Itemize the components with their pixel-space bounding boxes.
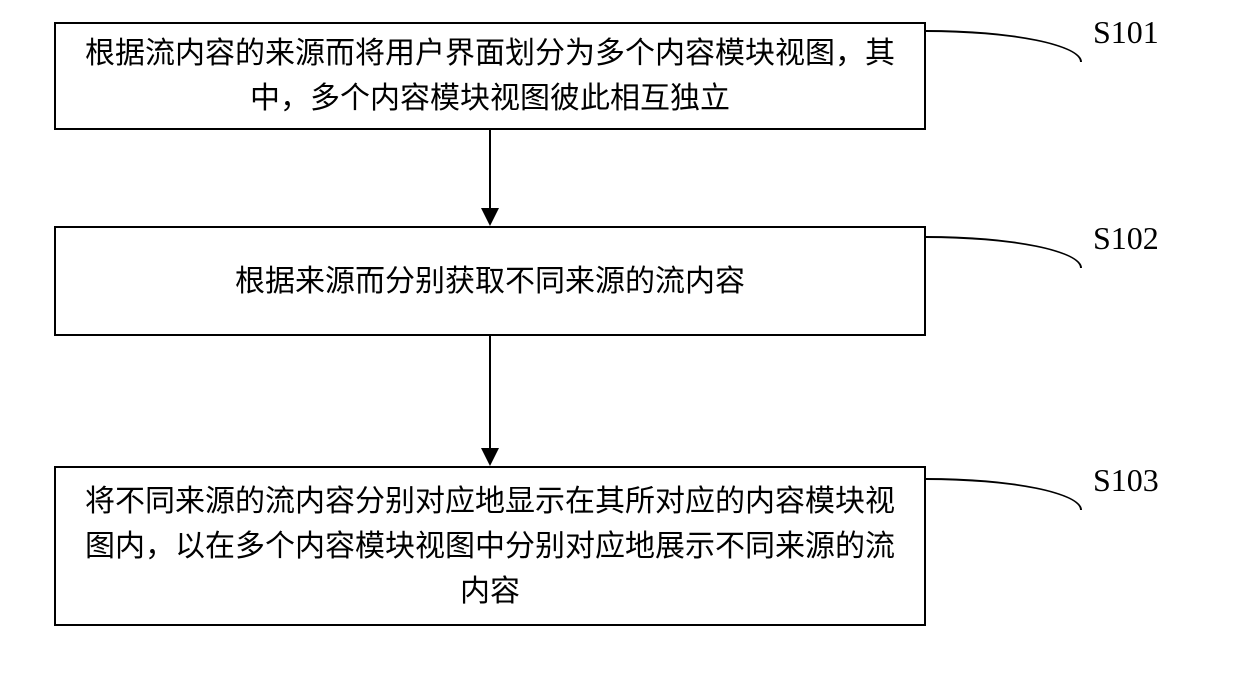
- arrow-head-1: [481, 208, 499, 226]
- arrow-line-1: [489, 130, 491, 208]
- flow-step-s103: 将不同来源的流内容分别对应地显示在其所对应的内容模块视图内，以在多个内容模块视图…: [54, 466, 926, 626]
- connector-curve-s102: [926, 236, 1082, 268]
- flow-step-text: 根据来源而分别获取不同来源的流内容: [235, 259, 745, 304]
- flow-step-s101: 根据流内容的来源而将用户界面划分为多个内容模块视图，其中，多个内容模块视图彼此相…: [54, 22, 926, 130]
- step-label-s101: S101: [1093, 14, 1159, 51]
- step-label-s102: S102: [1093, 220, 1159, 257]
- arrow-line-2: [489, 336, 491, 448]
- connector-curve-s103: [926, 478, 1082, 510]
- flow-step-s102: 根据来源而分别获取不同来源的流内容: [54, 226, 926, 336]
- arrow-head-2: [481, 448, 499, 466]
- step-label-s103: S103: [1093, 462, 1159, 499]
- flow-step-text: 将不同来源的流内容分别对应地显示在其所对应的内容模块视图内，以在多个内容模块视图…: [76, 479, 904, 614]
- flow-step-text: 根据流内容的来源而将用户界面划分为多个内容模块视图，其中，多个内容模块视图彼此相…: [76, 31, 904, 121]
- connector-curve-s101: [926, 30, 1082, 62]
